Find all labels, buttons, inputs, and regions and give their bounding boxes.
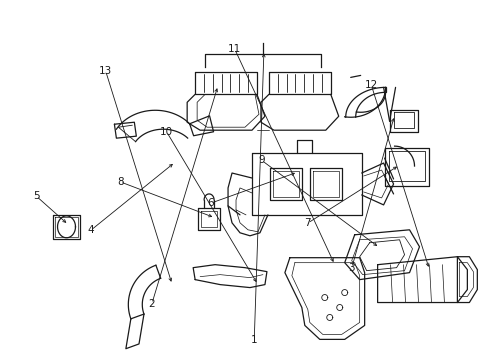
Text: 11: 11 <box>228 44 241 54</box>
Text: 2: 2 <box>148 299 155 309</box>
Text: 13: 13 <box>99 66 112 76</box>
Text: 10: 10 <box>160 127 173 136</box>
Text: 12: 12 <box>364 80 377 90</box>
Text: 1: 1 <box>250 334 257 345</box>
Text: 3: 3 <box>348 263 354 273</box>
Text: 7: 7 <box>304 218 310 228</box>
Text: 6: 6 <box>206 198 213 208</box>
Text: 4: 4 <box>87 225 94 235</box>
Text: 9: 9 <box>258 155 264 165</box>
Text: 5: 5 <box>33 191 40 201</box>
Text: 8: 8 <box>117 177 123 187</box>
